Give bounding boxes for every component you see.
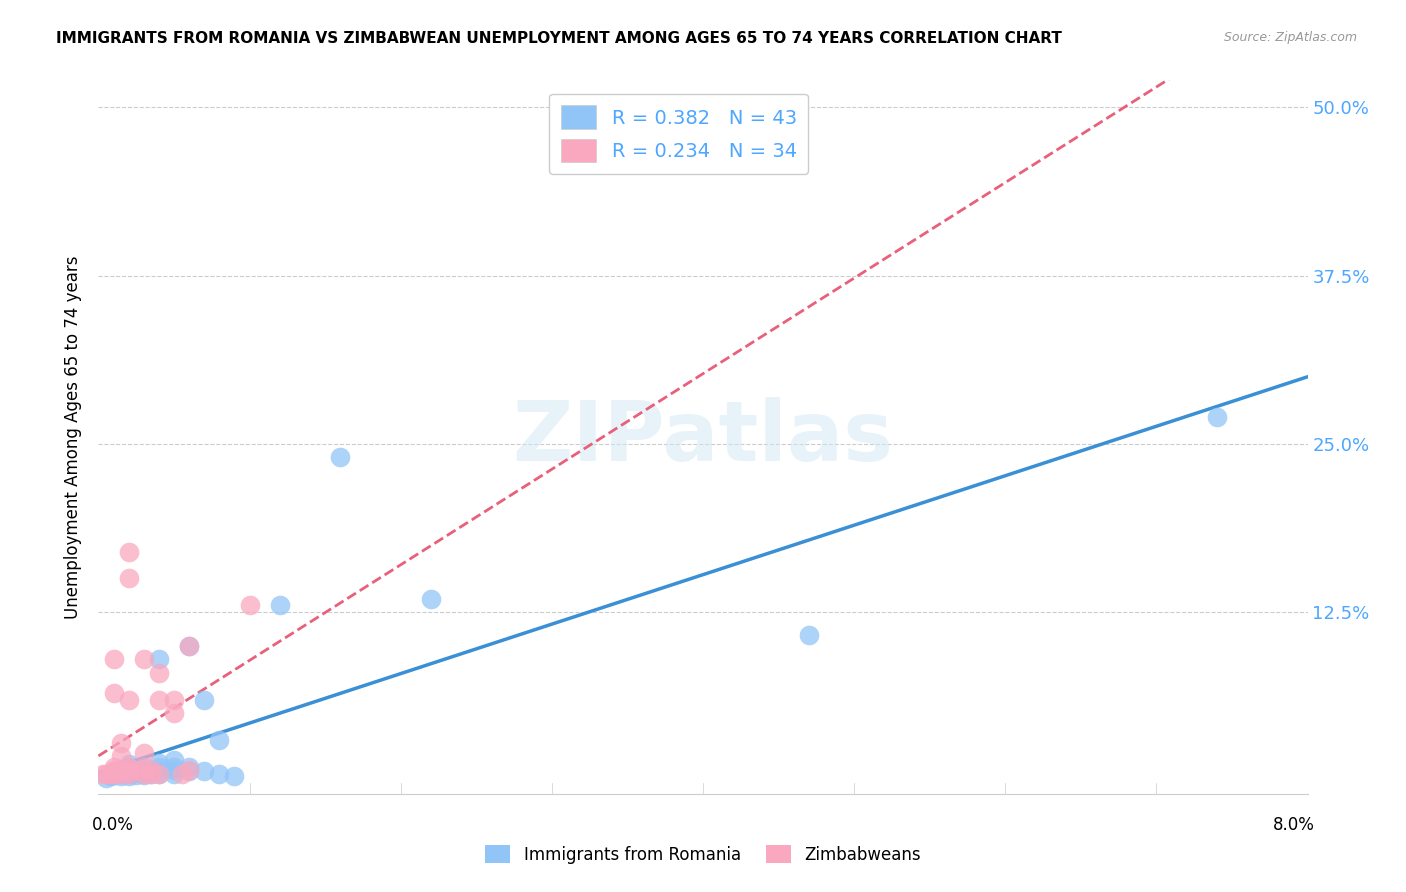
Point [110,766,132,780]
Point [141,766,163,780]
Point [269,599,291,613]
Point [110,766,132,780]
Point [329,450,352,465]
Legend: Immigrants from Romania, Zimbabweans: Immigrants from Romania, Zimbabweans [478,838,928,871]
Point [118,763,141,777]
Point [132,763,155,777]
Point [163,706,186,720]
Point [110,736,132,750]
Point [118,760,141,774]
Point [193,692,215,706]
Point [239,599,262,613]
Text: 0.0%: 0.0% [91,816,134,834]
Point [132,760,155,774]
Point [163,753,186,767]
Point [94,771,117,785]
Point [163,692,186,706]
Text: Source: ZipAtlas.com: Source: ZipAtlas.com [1223,31,1357,45]
Point [1206,409,1229,424]
Point [208,766,231,780]
Point [148,692,170,706]
Point [118,769,141,783]
Point [208,733,231,747]
Point [94,766,117,780]
Point [103,766,125,780]
Point [91,766,114,780]
Point [179,639,201,653]
Point [179,764,201,778]
Point [103,768,125,782]
Point [148,760,170,774]
Point [110,763,132,777]
Point [224,769,246,783]
Point [420,591,443,606]
Point [100,769,122,783]
Point [132,652,155,666]
Point [179,763,201,777]
Point [103,686,125,700]
Point [148,652,170,666]
Point [100,766,122,780]
Point [132,768,155,782]
Point [141,763,163,777]
Point [148,766,170,780]
Point [132,763,155,777]
Point [125,764,148,778]
Point [163,760,186,774]
Legend: R = 0.382   N = 43, R = 0.234   N = 34: R = 0.382 N = 43, R = 0.234 N = 34 [550,94,808,174]
Point [103,766,125,780]
Point [163,766,186,780]
Point [125,768,148,782]
Point [118,757,141,772]
Point [797,628,820,642]
Text: IMMIGRANTS FROM ROMANIA VS ZIMBABWEAN UNEMPLOYMENT AMONG AGES 65 TO 74 YEARS COR: IMMIGRANTS FROM ROMANIA VS ZIMBABWEAN UN… [56,31,1062,46]
Point [118,766,141,780]
Point [103,760,125,774]
Point [170,766,193,780]
Point [118,544,141,558]
Point [179,760,201,774]
Point [132,765,155,780]
Y-axis label: Unemployment Among Ages 65 to 74 years: Unemployment Among Ages 65 to 74 years [63,255,82,619]
Point [125,763,148,777]
Point [103,765,125,780]
Point [103,652,125,666]
Point [103,763,125,777]
Point [110,763,132,777]
Point [148,756,170,770]
Point [132,747,155,761]
Point [118,766,141,780]
Point [132,766,155,780]
Point [110,769,132,783]
Point [118,760,141,774]
Point [179,639,201,653]
Point [118,692,141,706]
Point [148,766,170,780]
Point [193,764,215,778]
Point [141,763,163,777]
Text: 8.0%: 8.0% [1272,816,1315,834]
Point [163,763,186,777]
Point [148,764,170,778]
Point [148,665,170,680]
Point [118,571,141,585]
Point [110,749,132,764]
Text: ZIPatlas: ZIPatlas [513,397,893,477]
Point [141,766,163,780]
Point [118,764,141,778]
